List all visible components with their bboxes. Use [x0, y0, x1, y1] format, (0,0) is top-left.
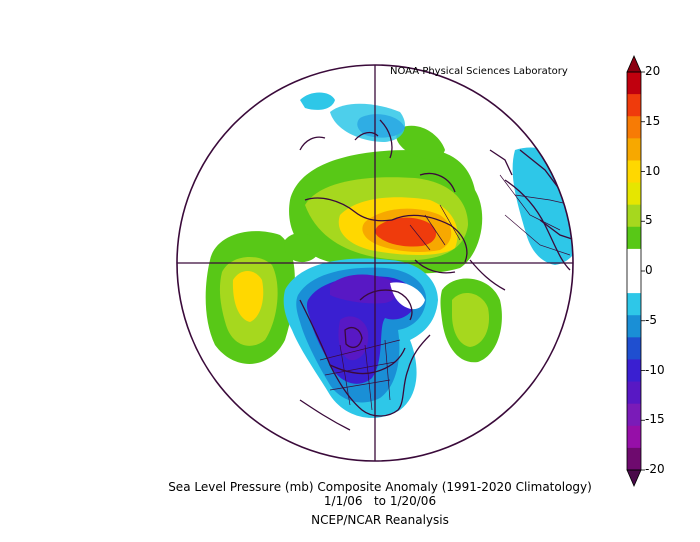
country-borders	[319, 174, 573, 411]
colorbar-tick-label: 0	[645, 263, 653, 277]
colorbar-tick-label: -10	[645, 362, 665, 377]
colorbar-segment	[627, 403, 641, 427]
colorbar-tick-label: 15	[645, 113, 661, 128]
colorbar-tick-label: 20	[645, 64, 661, 78]
colorbar-segment	[627, 182, 641, 206]
colorbar-segment	[627, 381, 641, 405]
colorbar-segment	[627, 248, 641, 272]
colorbar-segment	[627, 204, 641, 228]
colorbar-tick-label: -20	[645, 462, 665, 476]
colorbar-segment	[627, 72, 641, 95]
globe-outline	[176, 64, 574, 462]
credit-label: NOAA Physical Sciences Laboratory	[390, 66, 568, 77]
colorbar-tick-label: 10	[645, 163, 661, 178]
colorbar-segment	[627, 337, 641, 360]
caption-title: Sea Level Pressure (mb) Composite Anomal…	[168, 480, 592, 494]
colorbar-segment	[627, 94, 641, 117]
colorbar-segment	[627, 226, 641, 250]
colorbar-segment	[627, 315, 641, 338]
polar-map	[177, 65, 573, 461]
colorbar-segment	[627, 447, 641, 471]
colorbar-segment	[627, 160, 641, 184]
colorbar-segment	[627, 359, 641, 383]
caption-date-range: 1/1/06 to 1/20/06	[323, 494, 437, 508]
colorbar-tick-label: -5	[645, 312, 657, 327]
colorbar-segment	[627, 425, 641, 449]
colorbar	[626, 55, 645, 487]
colorbar-max-arrow	[626, 55, 642, 73]
colorbar-segment	[627, 271, 641, 294]
colorbar-segment	[627, 293, 641, 316]
caption-source: NCEP/NCAR Reanalysis	[311, 513, 449, 527]
colorbar-segment	[627, 138, 641, 161]
colorbar-tick-label: -15	[645, 412, 665, 427]
colorbar-segment	[627, 116, 641, 139]
positive-anomaly-siberia	[289, 125, 483, 274]
positive-anomaly-pacific	[205, 231, 320, 364]
positive-anomaly-atlantic	[440, 278, 502, 363]
colorbar-tick-label: 5	[645, 213, 653, 228]
